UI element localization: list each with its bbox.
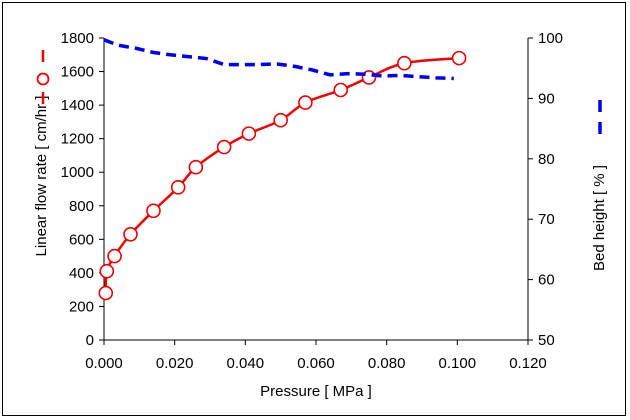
x-tick-label: 0.120 xyxy=(509,355,547,372)
y-tick-label: 600 xyxy=(69,231,94,248)
y-tick-label: 800 xyxy=(69,198,94,215)
y2-tick-label: 90 xyxy=(538,90,555,107)
x-tick-label: 0.040 xyxy=(227,355,265,372)
flow-rate-point xyxy=(188,159,204,175)
y-tick-label: 1000 xyxy=(61,164,94,181)
y2-tick-label: 50 xyxy=(538,332,555,349)
y-tick-label: 200 xyxy=(69,298,94,315)
flow-rate-point xyxy=(451,50,467,66)
bed-height-series-line xyxy=(103,38,454,81)
flow-rate-point xyxy=(333,82,349,98)
y-axis-title: Linear flow rate [ cm/hr ] xyxy=(33,96,50,257)
flow-rate-point xyxy=(98,285,114,301)
y2-tick-label: 60 xyxy=(538,272,555,289)
x-tick-label: 0.020 xyxy=(156,355,194,372)
y-tick-label: 1200 xyxy=(61,131,94,148)
y-tick-label: 1800 xyxy=(61,30,94,47)
x-tick-label: 0.000 xyxy=(85,355,123,372)
y-tick-label: 400 xyxy=(69,265,94,282)
flow-rate-point xyxy=(146,203,161,219)
y2-tick-label: 70 xyxy=(538,211,555,228)
x-tick-label: 0.100 xyxy=(439,355,477,372)
flow-rate-point xyxy=(99,263,115,279)
flow-rate-point xyxy=(273,112,288,128)
y2-axis-title: Bed height [ % ] xyxy=(591,165,608,271)
y-tick-label: 0 xyxy=(86,332,94,349)
flow-rate-point xyxy=(298,95,313,110)
x-axis-title: Pressure [ MPa ] xyxy=(260,383,372,400)
flow-rate-series-line xyxy=(104,56,460,294)
flow-rate-point xyxy=(216,139,232,155)
flow-rate-point xyxy=(107,248,122,264)
y2-tick-label: 100 xyxy=(538,30,563,47)
flow-rate-point xyxy=(397,55,412,71)
y2-tick-label: 80 xyxy=(538,151,555,168)
x-tick-label: 0.080 xyxy=(368,355,406,372)
legend-left-marker xyxy=(36,72,50,86)
flow-rate-point xyxy=(170,180,186,195)
legend-left-series-key xyxy=(36,50,50,104)
x-tick-label: 0.060 xyxy=(297,355,335,372)
y-tick-label: 1600 xyxy=(61,64,94,81)
flow-rate-point xyxy=(123,227,138,242)
y-tick-label: 1400 xyxy=(61,97,94,114)
flow-rate-point xyxy=(241,126,257,141)
